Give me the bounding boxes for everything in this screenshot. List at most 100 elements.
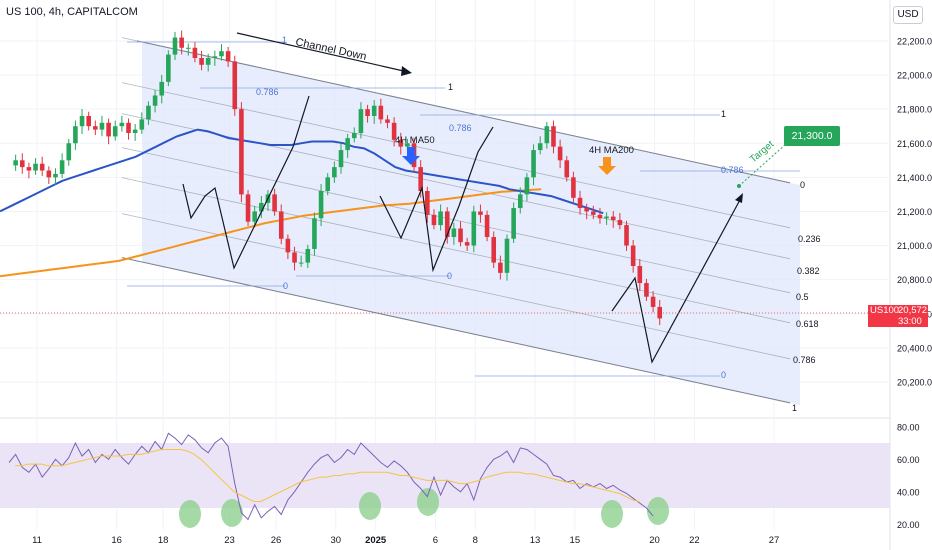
price-tick-label: 21,000.0 (897, 241, 932, 251)
time-tick-label: 8 (473, 535, 478, 546)
structure-path (379, 126, 494, 273)
candle-down (192, 47, 198, 58)
projection-path (611, 197, 742, 364)
fib-level-label: 1 (792, 403, 797, 413)
candle-down (385, 119, 390, 123)
candle-up (99, 122, 105, 130)
rsi-oversold-circle (359, 492, 381, 520)
last-price-value: 20,572.6 (898, 305, 932, 316)
candle-down (86, 115, 91, 127)
ma50-line (0, 128, 604, 215)
time-tick-label: 18 (158, 535, 169, 546)
candle-up (33, 163, 38, 171)
candle-up (159, 81, 165, 96)
time-tick-label: 11 (32, 535, 42, 546)
candle-down (597, 214, 603, 219)
currency-badge[interactable]: USD (893, 6, 923, 24)
rsi-oversold-circle (647, 497, 669, 525)
candle-down (278, 211, 284, 239)
candle-down (93, 126, 98, 130)
candle-up (119, 122, 125, 127)
target-connector (738, 143, 787, 187)
time-tick-label: 6 (433, 535, 438, 546)
candle-up (66, 143, 72, 161)
fib-ref-label: 1 (282, 35, 287, 45)
candle-down (245, 194, 251, 222)
candle-down (464, 242, 470, 246)
rsi-tick-label: 40.00 (897, 487, 920, 497)
candle-up (405, 143, 410, 147)
rsi-tick-label: 80.00 (897, 422, 920, 432)
symbol-title: US 100, 4h, CAPITALCOM (6, 6, 138, 18)
candle-up (79, 115, 85, 127)
price-tick-label: 20,800.0 (897, 275, 932, 285)
fib-level-label: 0.382 (797, 266, 820, 276)
time-tick-label: 13 (530, 535, 541, 546)
channel-top-border (136, 40, 791, 184)
ma200-label: 4H MA200 (589, 145, 634, 156)
candle-up (371, 105, 377, 116)
candle-up (524, 177, 530, 195)
candle-down (391, 122, 397, 140)
channel-fib-line (121, 147, 791, 294)
candle-down (431, 214, 437, 226)
candle-up (205, 58, 211, 65)
fib-ref-label: 0 (721, 370, 726, 380)
candle-down (657, 306, 663, 319)
candle-up (438, 211, 443, 226)
time-tick-label: 20 (649, 535, 660, 546)
channel-fib-line (121, 213, 791, 360)
candle-down (232, 61, 238, 110)
candle-up (451, 228, 457, 238)
candle-up (185, 47, 191, 49)
candle-up (318, 190, 324, 219)
candle-down (617, 219, 623, 226)
candle-down (365, 109, 370, 116)
candle-up (511, 208, 516, 239)
candle-down (39, 163, 45, 171)
last-price-symbol: US100 (870, 305, 900, 316)
fib-ref-label: 1 (721, 109, 726, 119)
fib-level-label: 0.5 (796, 292, 809, 302)
candle-up (59, 160, 65, 174)
candle-up (351, 133, 357, 139)
candle-up (312, 218, 317, 249)
candle-up (531, 150, 536, 178)
candle-down (571, 177, 576, 198)
rsi-oversold-circle (601, 500, 623, 528)
price-tick-label: 21,200.0 (897, 207, 932, 217)
candle-down (444, 211, 450, 238)
candle-up (358, 109, 364, 134)
candle-down (199, 58, 204, 65)
candle-down (239, 109, 244, 195)
candle-down (19, 160, 25, 168)
candle-down (644, 283, 649, 297)
rsi-oversold-circle (417, 488, 439, 516)
target-price-label: 21,300.0 (784, 126, 840, 146)
candle-up (132, 129, 138, 134)
candle-up (544, 126, 550, 144)
candle-down (272, 194, 277, 212)
candle-up (332, 167, 337, 178)
candle-down (650, 296, 656, 307)
price-tick-label: 20,400.0 (897, 343, 932, 353)
candle-down (478, 211, 483, 215)
candle-up (53, 173, 58, 178)
fib-ref-label: 0.786 (721, 165, 744, 175)
time-tick-label: 2025 (365, 535, 387, 546)
candle-up (212, 56, 218, 58)
fib-ref-label: 0.786 (449, 123, 472, 133)
fib-ref-label: 1 (448, 82, 453, 92)
time-tick-label: 23 (224, 535, 235, 546)
candle-up (298, 262, 304, 264)
time-tick-label: 16 (111, 535, 122, 546)
candle-down (584, 208, 589, 212)
candle-down (285, 238, 291, 253)
price-tick-label: 20,200.0 (897, 377, 932, 387)
last-price-badge: US100 20,572.6 33:00 (868, 305, 932, 327)
candle-down (491, 237, 497, 263)
candle-down (637, 266, 643, 284)
ma50-label: 4H MA50 (395, 135, 435, 146)
projection-arrow-head (735, 193, 743, 203)
